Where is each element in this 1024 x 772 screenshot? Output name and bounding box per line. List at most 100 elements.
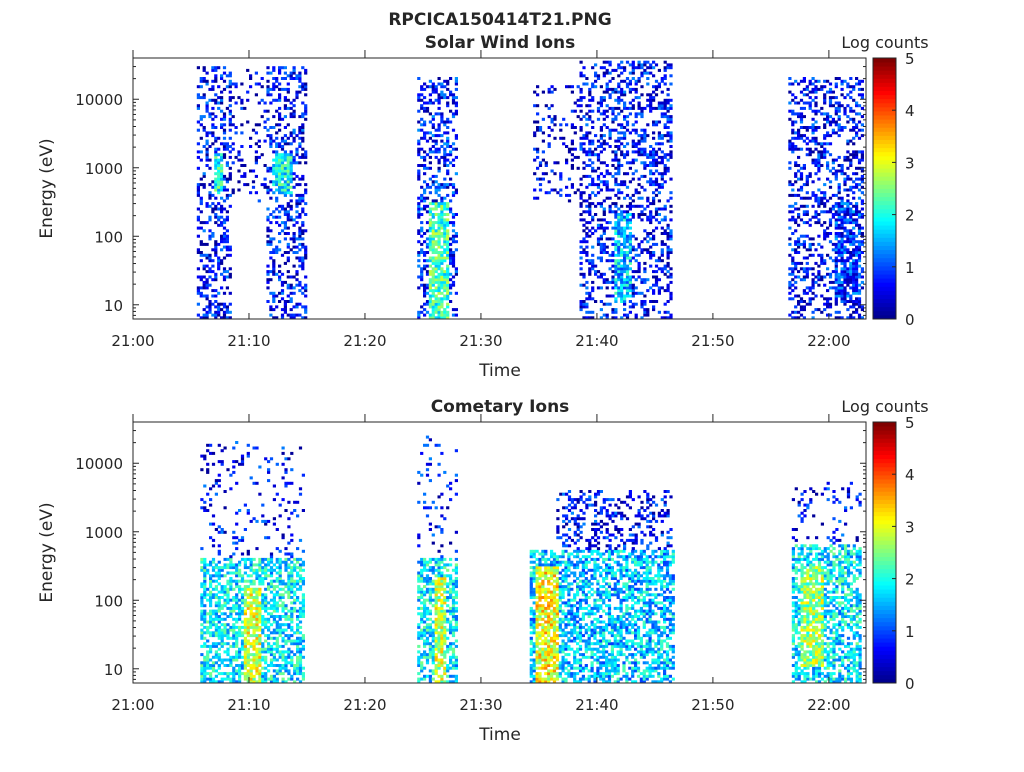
heatmap-cell [426,300,429,303]
heatmap-cell [206,107,209,110]
heatmap-cell [814,213,817,216]
heatmap-cell [253,618,256,621]
heatmap-cell [600,112,603,115]
heatmap-cell [276,621,279,624]
heatmap-cell [620,243,623,246]
heatmap-cell [440,276,443,279]
heatmap-cell [290,153,293,156]
heatmap-cell [626,314,629,317]
heatmap-cell [838,115,841,118]
heatmap-cell [417,259,420,262]
heatmap-cell [284,566,287,569]
heatmap-cell [446,153,449,156]
heatmap-cell [791,278,794,281]
heatmap-cell [606,189,609,192]
heatmap-cell [814,281,817,284]
heatmap-cell [635,303,638,306]
heatmap-cell [206,631,209,634]
heatmap-cell [591,191,594,194]
heatmap-cell [446,218,449,221]
heatmap-cell [658,259,661,262]
heatmap-cell [270,650,273,653]
heatmap-cell [261,566,264,569]
heatmap-cell [287,153,290,156]
heatmap-cell [855,205,858,208]
heatmap-cell [652,243,655,246]
heatmap-cell [655,142,658,145]
heatmap-cell [217,218,220,221]
heatmap-cell [846,194,849,197]
heatmap-cell [446,80,449,83]
heatmap-cell [788,83,791,86]
heatmap-cell [626,295,629,298]
heatmap-cell [846,218,849,221]
heatmap-cell [629,246,632,249]
heatmap-cell [284,656,287,659]
heatmap-cell [426,110,429,113]
heatmap-cell [258,656,261,659]
heatmap-cell [638,61,641,64]
heatmap-cell [846,295,849,298]
heatmap-cell [582,284,585,287]
heatmap-cell [203,675,206,678]
heatmap-cell [440,257,443,260]
heatmap-cell [797,83,800,86]
heatmap-cell [435,286,438,289]
heatmap-cell [820,199,823,202]
heatmap-cell [640,218,643,221]
heatmap-cell [446,278,449,281]
heatmap-cell [835,218,838,221]
heatmap-cell [304,189,307,192]
heatmap-cell [426,246,429,249]
heatmap-cell [841,88,844,91]
heatmap-cell [591,259,594,262]
heatmap-cell [626,292,629,295]
heatmap-cell [829,273,832,276]
heatmap-cell [843,292,846,295]
heatmap-cell [200,667,203,670]
heatmap-cell [797,194,800,197]
heatmap-cell [211,208,214,211]
heatmap-cell [626,107,629,110]
heatmap-cell [247,558,250,561]
heatmap-cell [649,237,652,240]
heatmap-cell [658,172,661,175]
heatmap-cell [218,561,221,564]
heatmap-cell [603,243,606,246]
heatmap-cell [276,591,279,594]
heatmap-cell [814,194,817,197]
heatmap-cell [440,183,443,186]
heatmap-cell [649,170,652,173]
heatmap-cell [635,189,638,192]
heatmap-cell [281,159,284,162]
heatmap-cell [443,148,446,151]
heatmap-cell [272,69,275,72]
heatmap-cell [235,618,238,621]
heatmap-cell [449,251,452,254]
heatmap-cell [266,235,269,238]
heatmap-cell [669,66,672,69]
heatmap-cell [820,311,823,314]
heatmap-cell [420,267,423,270]
heatmap-cell [290,664,293,667]
heatmap-cell [823,259,826,262]
heatmap-cell [206,164,209,167]
heatmap-cell [832,259,835,262]
heatmap-cell [835,243,838,246]
heatmap-cell [588,118,591,121]
colorbar-segment [873,303,896,307]
heatmap-cell [258,650,261,653]
heatmap-cell [806,292,809,295]
heatmap-cell [426,237,429,240]
heatmap-cell [278,216,281,219]
heatmap-cell [640,305,643,308]
heatmap-cell [838,286,841,289]
heatmap-cell [220,210,223,213]
heatmap-cell [849,281,852,284]
heatmap-cell [841,126,844,129]
heatmap-cell [611,164,614,167]
heatmap-cell [582,134,585,137]
colorbar-segment [873,274,896,278]
heatmap-cell [574,148,577,151]
heatmap-cell [420,88,423,91]
